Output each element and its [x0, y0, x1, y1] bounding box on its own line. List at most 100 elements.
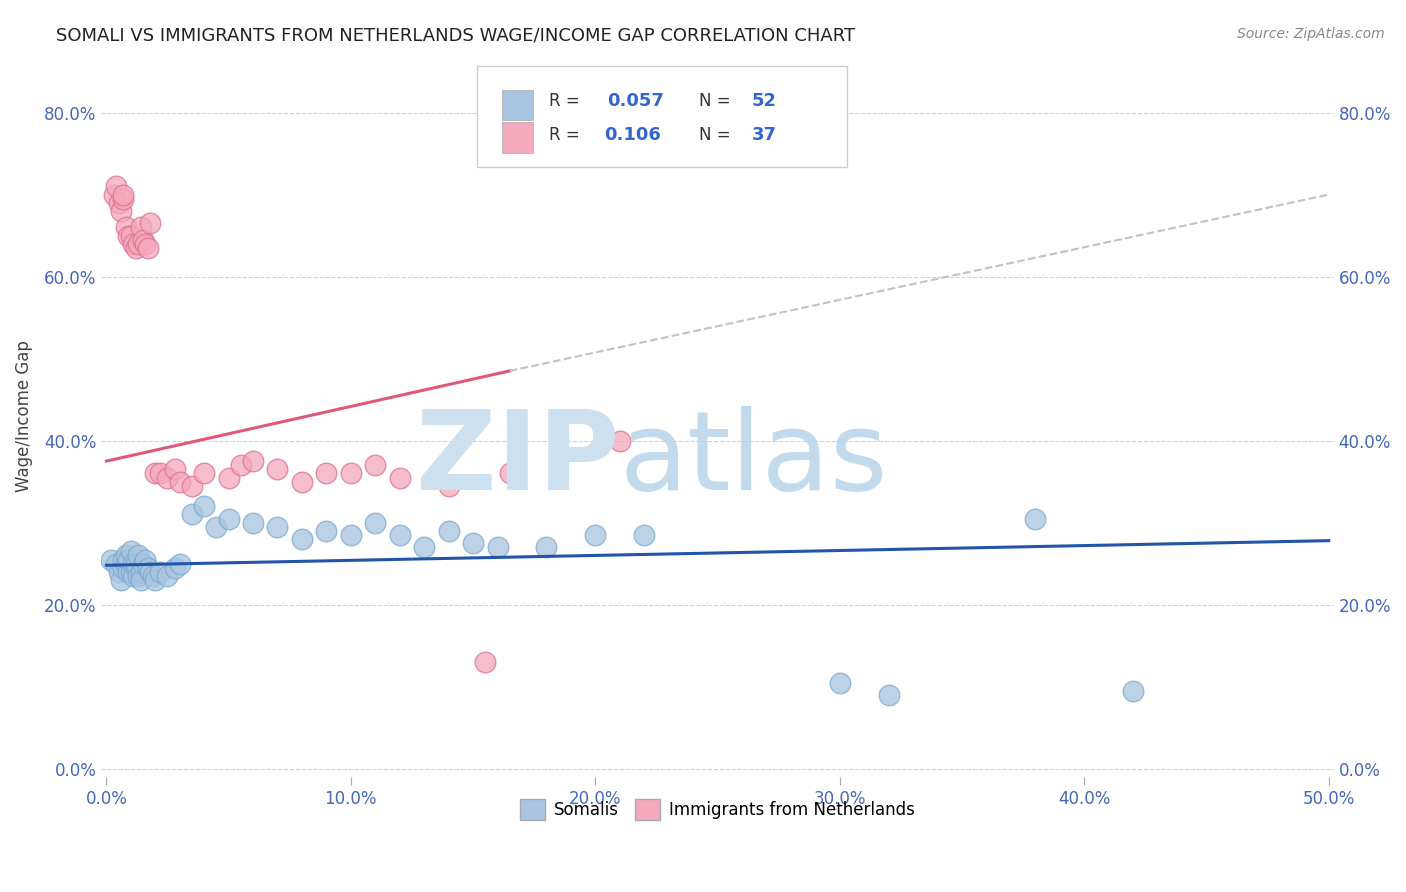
Point: [193, 500, 215, 514]
Point: [120, 565, 142, 579]
Point: [112, 552, 135, 566]
Point: [143, 573, 166, 587]
Point: [110, 573, 132, 587]
Point: [181, 508, 204, 522]
Point: [125, 560, 148, 574]
Point: [609, 434, 631, 448]
Point: [103, 187, 125, 202]
Text: 37: 37: [752, 126, 778, 144]
Legend: Somalis, Immigrants from Netherlands: Somalis, Immigrants from Netherlands: [513, 793, 921, 826]
Point: [125, 241, 148, 255]
Point: [142, 569, 165, 583]
Point: [1122, 683, 1144, 698]
Point: [229, 458, 252, 473]
Point: [169, 557, 191, 571]
Point: [828, 675, 851, 690]
Point: [437, 524, 460, 538]
Point: [134, 236, 156, 251]
Point: [132, 557, 155, 571]
Y-axis label: Wage/Income Gap: Wage/Income Gap: [15, 340, 32, 492]
Point: [633, 528, 655, 542]
Point: [340, 528, 363, 542]
Point: [115, 557, 138, 571]
Point: [120, 228, 142, 243]
Point: [461, 536, 484, 550]
Point: [583, 528, 606, 542]
Text: N =: N =: [699, 92, 735, 110]
Point: [136, 241, 159, 255]
Point: [112, 560, 135, 574]
Point: [117, 565, 139, 579]
Point: [193, 467, 215, 481]
Point: [413, 540, 436, 554]
Point: [536, 540, 558, 554]
Point: [242, 454, 264, 468]
Point: [315, 524, 337, 538]
Point: [149, 565, 172, 579]
Text: ZIP: ZIP: [416, 406, 619, 513]
Point: [205, 519, 228, 533]
Point: [139, 216, 162, 230]
Text: 52: 52: [752, 92, 778, 110]
Point: [181, 479, 204, 493]
Point: [486, 540, 509, 554]
Point: [112, 192, 135, 206]
Point: [242, 516, 264, 530]
Text: SOMALI VS IMMIGRANTS FROM NETHERLANDS WAGE/INCOME GAP CORRELATION CHART: SOMALI VS IMMIGRANTS FROM NETHERLANDS WA…: [56, 27, 855, 45]
Text: atlas: atlas: [619, 406, 887, 513]
Point: [117, 228, 139, 243]
Point: [107, 195, 129, 210]
Point: [115, 549, 138, 563]
Point: [127, 549, 149, 563]
Text: R =: R =: [548, 92, 585, 110]
Point: [100, 552, 122, 566]
Point: [266, 462, 288, 476]
Point: [163, 560, 186, 574]
Bar: [502, 122, 533, 153]
Point: [122, 557, 145, 571]
Point: [105, 557, 128, 571]
Point: [364, 516, 387, 530]
Point: [218, 470, 240, 484]
Point: [122, 236, 145, 251]
Point: [149, 467, 172, 481]
Point: [291, 532, 314, 546]
Point: [388, 470, 411, 484]
Text: Source: ZipAtlas.com: Source: ZipAtlas.com: [1237, 27, 1385, 41]
Point: [474, 655, 496, 669]
Point: [340, 467, 363, 481]
Point: [127, 236, 149, 251]
Point: [139, 565, 162, 579]
Point: [291, 475, 314, 489]
Point: [499, 467, 522, 481]
Point: [107, 565, 129, 579]
Point: [136, 560, 159, 574]
Point: [134, 552, 156, 566]
Point: [1024, 511, 1046, 525]
Point: [125, 557, 148, 571]
Point: [127, 569, 149, 583]
Point: [122, 569, 145, 583]
Point: [129, 220, 152, 235]
Point: [129, 573, 152, 587]
Point: [163, 462, 186, 476]
Point: [877, 688, 900, 702]
FancyBboxPatch shape: [477, 66, 846, 167]
Point: [156, 569, 179, 583]
Point: [115, 220, 138, 235]
Point: [266, 519, 288, 533]
Point: [169, 475, 191, 489]
Point: [110, 204, 132, 219]
Point: [105, 179, 128, 194]
Point: [218, 511, 240, 525]
Text: 0.057: 0.057: [606, 92, 664, 110]
Point: [120, 544, 142, 558]
Bar: [502, 90, 533, 120]
Point: [143, 467, 166, 481]
Text: N =: N =: [699, 126, 735, 144]
Point: [132, 233, 155, 247]
Text: R =: R =: [548, 126, 585, 144]
Point: [437, 479, 460, 493]
Point: [112, 187, 135, 202]
Point: [129, 565, 152, 579]
